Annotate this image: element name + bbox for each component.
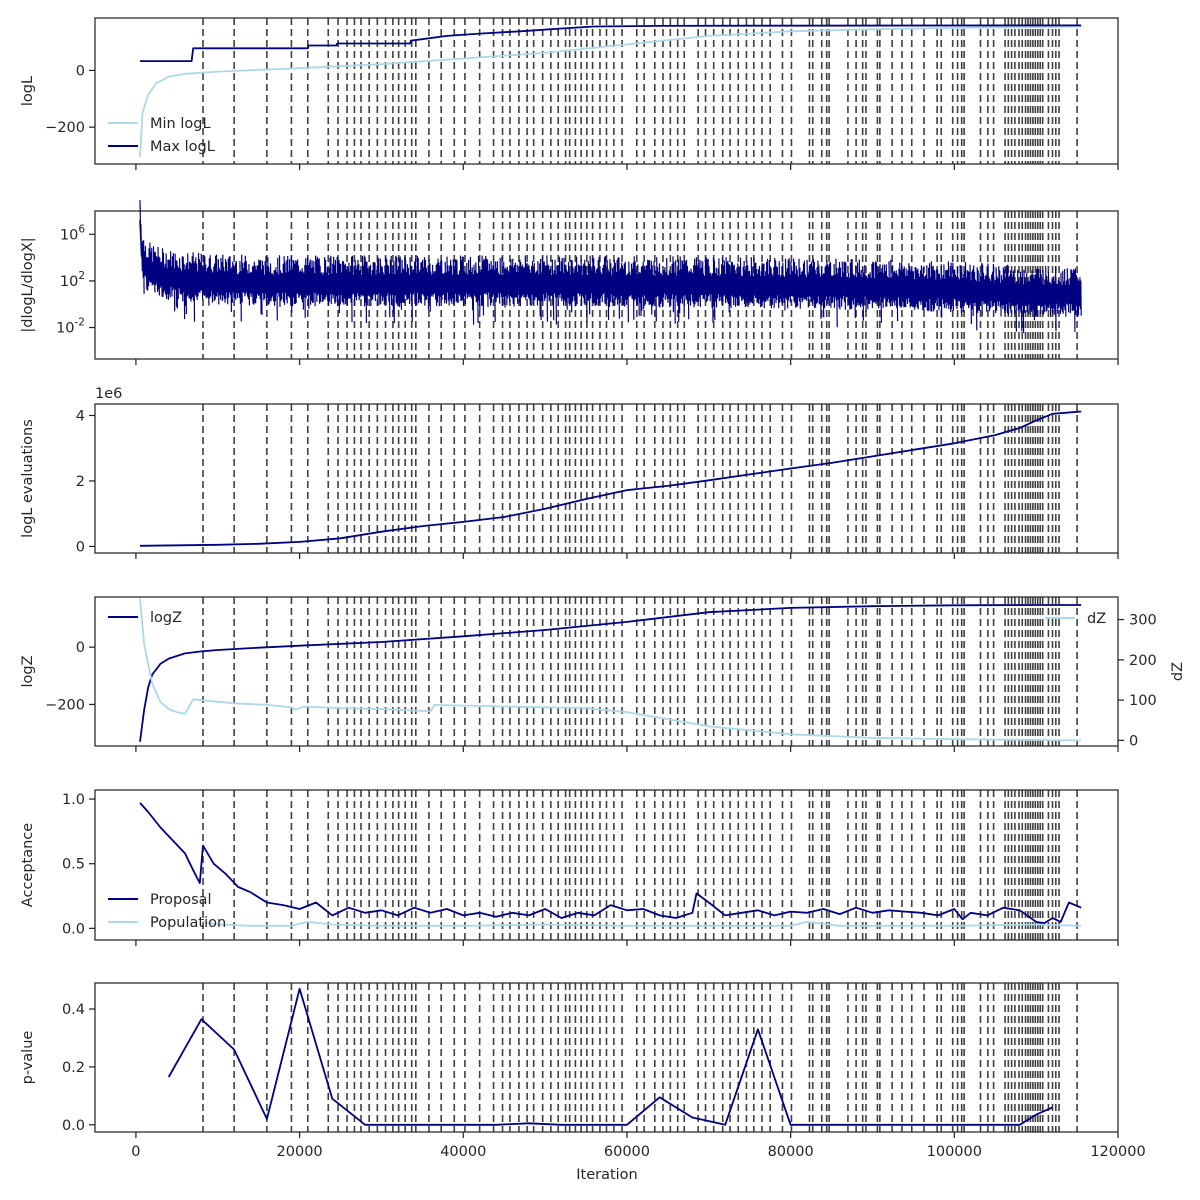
x-tick-label: 60000: [604, 1144, 650, 1160]
y-tick-label: 0.4: [62, 1002, 85, 1018]
y2-tick-label: 0: [1129, 733, 1138, 749]
y-tick-label: 0.0: [62, 1118, 85, 1134]
y-tick-label: 0.2: [62, 1060, 85, 1076]
legend-label: Max logL: [150, 139, 215, 155]
legend-label: dZ: [1087, 611, 1106, 627]
y-tick-label: 2: [76, 474, 85, 490]
y-tick-label: 102: [60, 270, 85, 290]
y-tick-label: −200: [45, 697, 85, 713]
y-tick-label: 1.0: [62, 792, 85, 808]
legend-label: Proposal: [150, 892, 212, 908]
y2-tick-label: 300: [1129, 613, 1157, 629]
y2-axis-label: dZ: [1170, 662, 1186, 681]
panel-frame: [94, 982, 1119, 1133]
panel-frame: [94, 403, 1119, 554]
panel-frame: [94, 789, 1119, 941]
y-axis-label: Acceptance: [20, 823, 36, 907]
y-tick-label: 4: [76, 408, 85, 424]
legend-label: Min logL: [150, 116, 211, 132]
y-tick-label: 0: [76, 539, 85, 555]
series-line-dz: [139, 598, 1082, 742]
x-tick-label: 0: [131, 1144, 140, 1160]
offset-label: 1e6: [95, 386, 122, 402]
series-line-proposal: [139, 802, 1082, 925]
y-tick-label: 0.0: [62, 921, 85, 937]
y-tick-label: 0.5: [62, 857, 85, 873]
panel-frame: [94, 17, 1119, 165]
series-line-logz: [139, 604, 1082, 742]
y-tick-label: 10-2: [56, 317, 85, 337]
y-axis-label: p-value: [20, 1031, 36, 1085]
y-tick-label: −200: [45, 120, 85, 136]
series-line-max-logl: [140, 24, 1082, 62]
x-tick-label: 40000: [440, 1144, 486, 1160]
x-tick-label: 80000: [768, 1144, 814, 1160]
panel-frame: [94, 210, 1119, 360]
series-line-panel3: [139, 410, 1082, 547]
series-line-panel2-center: [139, 220, 1082, 297]
series-line-population: [202, 921, 1082, 927]
x-axis-label: Iteration: [576, 1167, 638, 1183]
legend-label: logZ: [150, 610, 182, 626]
y-axis-label: logL evaluations: [20, 419, 36, 538]
y-axis-label: logZ: [20, 655, 36, 687]
y2-tick-label: 100: [1129, 693, 1157, 709]
series-line-panel2: [139, 200, 1082, 333]
legend-label: Population: [150, 915, 226, 931]
y-tick-label: 0: [76, 640, 85, 656]
y-axis-label: |dlogL/dlogX|: [20, 237, 36, 332]
x-tick-label: 120000: [1090, 1144, 1145, 1160]
series-band-group: [139, 200, 1082, 333]
y2-tick-label: 200: [1129, 653, 1157, 669]
x-tick-label: 20000: [277, 1144, 323, 1160]
series-line-min-logl: [139, 25, 1082, 157]
y-tick-label: 106: [60, 223, 85, 243]
series-line-panel6: [167, 987, 1053, 1126]
y-axis-label: logL: [20, 76, 36, 106]
x-tick-label: 100000: [927, 1144, 982, 1160]
y-tick-label: 0: [76, 63, 85, 79]
panel-frame: [94, 596, 1119, 747]
